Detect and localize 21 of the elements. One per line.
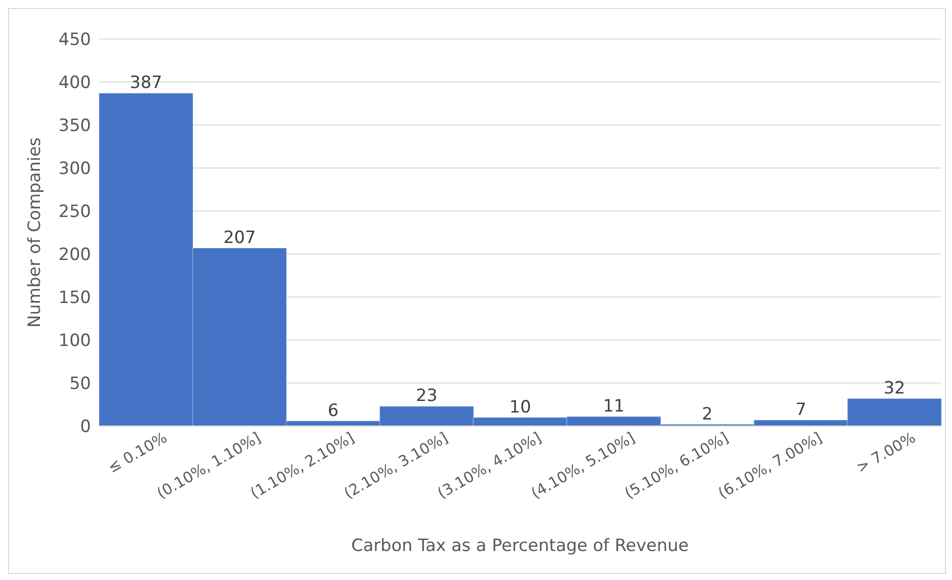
y-tick-label: 150 [58, 288, 91, 308]
y-tick-label: 100 [58, 331, 91, 352]
data-label: 2 [702, 404, 713, 424]
data-label: 6 [328, 400, 339, 421]
y-tick-label: 200 [58, 245, 91, 266]
y-tick-label: 350 [58, 116, 91, 136]
data-label: 7 [795, 400, 806, 420]
data-label: 10 [509, 397, 532, 418]
y-tick-label: 250 [58, 202, 91, 222]
data-label: 207 [223, 228, 256, 248]
data-label: 387 [130, 73, 162, 94]
y-tick-label: 450 [58, 30, 91, 50]
y-tick-label: 300 [58, 159, 91, 180]
y-tick-label: 0 [80, 417, 91, 438]
y-tick-label: 400 [58, 73, 91, 94]
y-tick-label: 50 [69, 374, 91, 394]
y-axis-title: Number of Companies [25, 137, 46, 328]
x-axis-title: Carbon Tax as a Percentage of Revenue [351, 536, 689, 556]
data-label: 32 [884, 378, 906, 398]
data-label: 11 [602, 396, 625, 417]
data-label: 23 [416, 386, 438, 406]
